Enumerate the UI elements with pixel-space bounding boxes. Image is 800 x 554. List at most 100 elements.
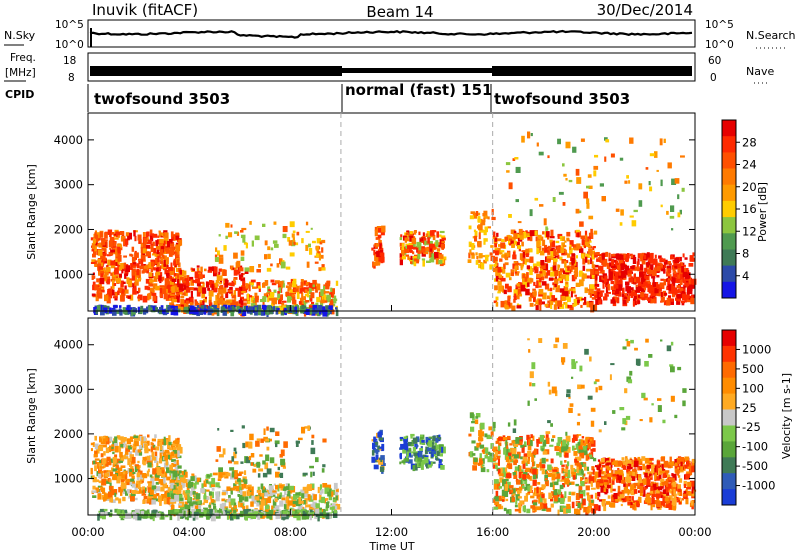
data-cell	[220, 295, 224, 299]
data-cell	[179, 497, 184, 501]
data-cell	[517, 221, 522, 224]
data-cell	[410, 433, 415, 437]
data-cell	[233, 301, 239, 308]
data-cell	[203, 495, 207, 500]
data-cell	[90, 262, 96, 264]
data-cell	[94, 260, 98, 267]
data-cell	[378, 247, 384, 251]
data-cell	[399, 461, 402, 465]
data-cell	[91, 243, 96, 250]
data-cell	[564, 491, 567, 499]
data-cell	[495, 462, 498, 469]
data-cell	[608, 269, 611, 273]
data-cell	[378, 437, 384, 441]
data-cell	[238, 484, 242, 488]
data-cell	[376, 243, 380, 247]
data-cell	[107, 289, 111, 292]
data-cell	[132, 445, 136, 449]
data-cell	[497, 504, 502, 510]
data-cell	[540, 495, 543, 503]
data-cell	[590, 268, 595, 275]
data-cell	[553, 495, 558, 502]
data-cell	[427, 464, 432, 468]
station-title: Inuvik (fitACF)	[92, 1, 198, 19]
data-cell	[670, 461, 675, 466]
data-cell	[143, 265, 149, 271]
data-cell	[138, 451, 143, 456]
data-cell	[666, 265, 672, 270]
data-cell	[298, 497, 302, 505]
data-cell	[186, 287, 191, 293]
data-cell	[660, 297, 665, 303]
data-cell	[594, 277, 598, 285]
data-cell	[420, 434, 423, 437]
data-cell	[560, 479, 565, 482]
data-cell	[280, 310, 285, 316]
data-cell	[614, 271, 619, 276]
data-cell	[561, 259, 566, 264]
data-cell	[519, 486, 523, 491]
data-cell	[182, 483, 185, 489]
data-cell	[572, 146, 577, 153]
data-cell	[619, 222, 623, 226]
data-cell	[100, 436, 106, 439]
data-cell	[529, 230, 535, 237]
data-cell	[150, 307, 155, 312]
data-cell	[432, 439, 435, 445]
data-cell	[518, 228, 523, 236]
data-cell	[588, 185, 593, 189]
data-cell	[518, 507, 522, 514]
data-cell	[551, 438, 554, 442]
data-cell	[571, 257, 575, 264]
data-cell	[549, 292, 553, 298]
data-cell	[144, 443, 148, 449]
data-cell	[334, 491, 339, 496]
data-cell	[295, 492, 301, 496]
data-cell	[332, 506, 335, 510]
data-cell	[431, 445, 436, 450]
data-cell	[542, 451, 548, 455]
data-cell	[136, 472, 141, 478]
data-cell	[266, 267, 272, 272]
data-cell	[142, 486, 145, 491]
data-cell	[261, 304, 266, 309]
data-cell	[249, 281, 254, 286]
data-cell	[637, 253, 642, 259]
data-cell	[192, 268, 196, 271]
data-cell	[158, 458, 162, 464]
data-cell	[682, 293, 686, 301]
data-cell	[122, 482, 127, 489]
data-cell	[253, 464, 257, 467]
data-cell	[575, 483, 580, 487]
data-cell	[545, 256, 548, 263]
data-cell	[315, 457, 319, 463]
data-cell	[234, 480, 239, 485]
data-cell	[506, 443, 509, 449]
data-cell	[509, 243, 512, 246]
data-cell	[554, 255, 558, 258]
data-cell	[495, 440, 500, 444]
data-cell	[124, 273, 128, 277]
data-cell	[218, 234, 221, 237]
data-cell	[598, 505, 601, 512]
data-cell	[582, 446, 587, 451]
data-cell	[582, 258, 586, 265]
data-cell	[221, 287, 227, 294]
data-cell	[684, 273, 690, 279]
data-cell	[373, 436, 376, 442]
data-cell	[177, 503, 182, 506]
data-cell	[158, 479, 164, 484]
data-cell	[219, 275, 223, 281]
data-cell	[581, 298, 586, 301]
data-cell	[567, 289, 570, 295]
data-cell	[279, 492, 283, 498]
nave-label: Nave	[746, 65, 774, 78]
data-cell	[311, 440, 314, 445]
data-cell	[580, 481, 585, 487]
data-cell	[225, 222, 230, 228]
data-cell	[144, 440, 147, 444]
data-cell	[615, 208, 620, 212]
data-cell	[312, 309, 317, 314]
data-cell	[147, 239, 152, 244]
data-cell	[429, 245, 433, 252]
